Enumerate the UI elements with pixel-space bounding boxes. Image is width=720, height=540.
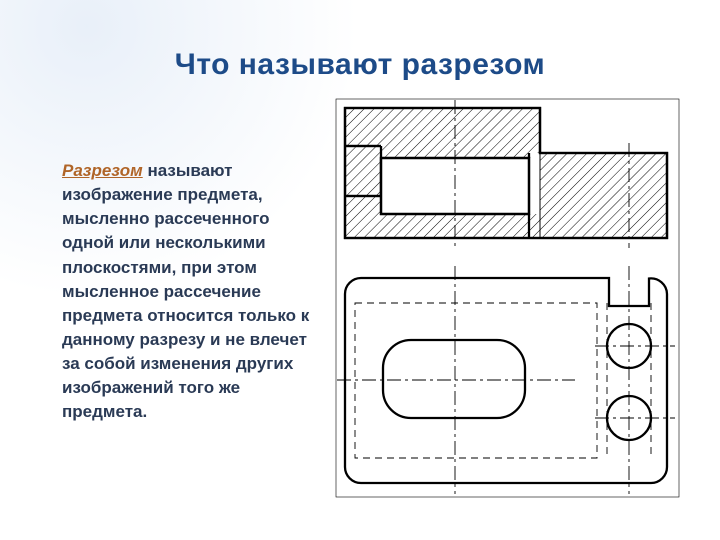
top-section-view <box>345 100 667 248</box>
section-drawing-figure <box>335 98 680 498</box>
slide-heading: Что называют разрезом <box>0 48 720 82</box>
definition-paragraph: Разрезом называют изображение предмета, … <box>62 159 317 424</box>
defined-term: Разрезом <box>62 161 143 180</box>
bottom-plan-view <box>337 266 675 494</box>
definition-body: называют изображение предмета, мысленно … <box>62 161 309 421</box>
